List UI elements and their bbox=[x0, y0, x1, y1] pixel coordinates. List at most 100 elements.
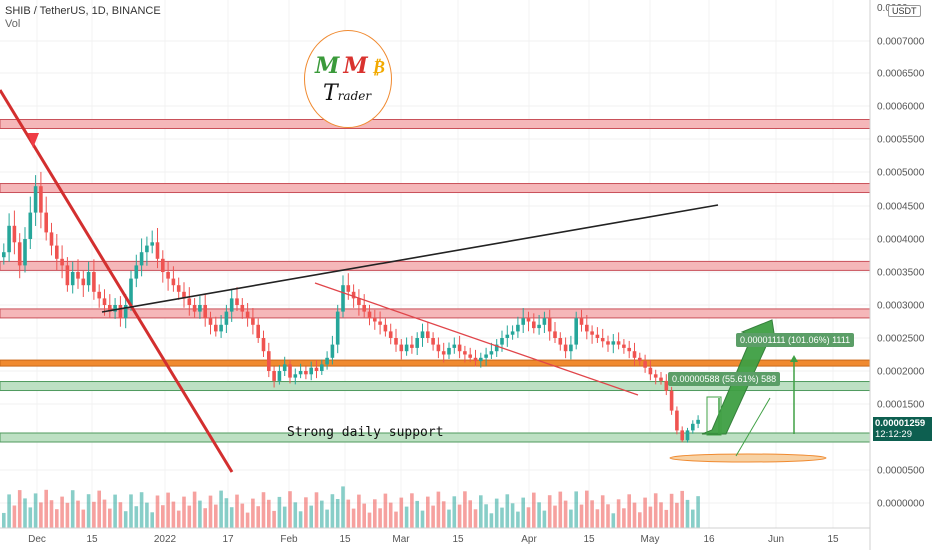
red-downtrend-line bbox=[0, 89, 234, 473]
volume-bar bbox=[102, 499, 107, 528]
volume-bar bbox=[176, 510, 181, 528]
volume-bar bbox=[293, 502, 298, 528]
candle-body bbox=[129, 278, 133, 305]
volume-bars bbox=[2, 486, 700, 528]
volume-bar bbox=[643, 497, 647, 528]
candle-body bbox=[150, 242, 154, 246]
candle-body bbox=[288, 364, 292, 378]
volume-bar bbox=[494, 498, 499, 528]
time-tick-label: 15 bbox=[452, 534, 464, 545]
candle-body bbox=[17, 242, 22, 266]
volume-indicator-label[interactable]: Vol bbox=[5, 18, 21, 30]
currency-badge[interactable]: USDT bbox=[888, 5, 921, 17]
thin-arrow bbox=[735, 397, 771, 457]
volume-bar bbox=[282, 506, 287, 528]
volume-bar bbox=[60, 496, 64, 528]
time-axis[interactable]: Dec 15 2022 17 Feb 15 Mar 15 Apr 15 May 16 Jun 15 bbox=[0, 527, 870, 545]
bar-countdown: 12:12:29 bbox=[875, 429, 912, 440]
volume-bar bbox=[399, 497, 404, 528]
candle-body bbox=[346, 285, 351, 292]
candle-body bbox=[463, 351, 467, 355]
logo-t: T bbox=[323, 81, 338, 106]
price-tick-label: 0.0004500 bbox=[877, 202, 925, 213]
bitcoin-icon: ₿ bbox=[371, 57, 385, 78]
candle-body bbox=[685, 430, 690, 441]
last-price-tag[interactable]: 0.00001259 12:12:29 bbox=[873, 417, 932, 441]
volume-bar bbox=[574, 491, 578, 528]
volume-bar bbox=[76, 500, 80, 528]
volume-bar bbox=[272, 510, 276, 528]
volume-bar bbox=[542, 510, 547, 528]
volume-bar bbox=[256, 506, 260, 528]
candle-body bbox=[532, 321, 536, 329]
volume-bar bbox=[129, 494, 133, 528]
volume-bar bbox=[44, 489, 48, 528]
volume-bar bbox=[521, 497, 525, 528]
candle-body bbox=[304, 371, 308, 375]
volume-bar bbox=[325, 509, 329, 528]
horizontal-zones bbox=[0, 119, 871, 443]
candle-body bbox=[23, 239, 27, 266]
volume-bar bbox=[547, 495, 552, 528]
volume-bar bbox=[81, 509, 86, 528]
volume-bar bbox=[357, 494, 361, 528]
candle-body bbox=[39, 186, 43, 213]
volume-bar bbox=[622, 508, 626, 528]
candle-body bbox=[383, 324, 388, 332]
volume-bar bbox=[219, 490, 223, 528]
candle-body bbox=[123, 305, 128, 319]
volume-bar bbox=[579, 504, 584, 528]
volume-bar bbox=[208, 495, 213, 528]
candle-body bbox=[691, 423, 695, 431]
volume-bar bbox=[203, 508, 207, 528]
candle-body bbox=[166, 272, 170, 279]
volume-bar bbox=[251, 498, 255, 528]
candle-body bbox=[606, 341, 610, 345]
candle-body bbox=[70, 272, 75, 286]
candle-body bbox=[282, 364, 287, 371]
volume-bar bbox=[479, 495, 483, 528]
candle-body bbox=[97, 291, 101, 299]
volume-bar bbox=[288, 491, 292, 528]
candle-body bbox=[410, 344, 414, 348]
candle-body bbox=[155, 242, 160, 259]
volume-bar bbox=[627, 494, 631, 528]
candle-body bbox=[378, 321, 382, 325]
candle-body bbox=[622, 344, 626, 348]
candle-body bbox=[33, 186, 38, 213]
measure-arrowhead-2 bbox=[790, 355, 798, 362]
target-ellipse bbox=[669, 453, 827, 463]
volume-bar bbox=[569, 509, 573, 528]
volume-bar bbox=[611, 513, 616, 528]
candle-body bbox=[436, 344, 441, 352]
volume-bar bbox=[648, 506, 653, 528]
candle-body bbox=[277, 371, 282, 381]
price-tick-label: 0.0005500 bbox=[877, 135, 925, 146]
candle-body bbox=[192, 305, 197, 312]
volume-bar bbox=[457, 504, 462, 528]
candle-body bbox=[632, 351, 637, 358]
candle-body bbox=[659, 377, 663, 381]
price-axis[interactable]: 0.00000000.00005000.00010000.00015000.00… bbox=[869, 0, 925, 550]
candle-body bbox=[341, 285, 345, 312]
candle-body bbox=[251, 318, 255, 325]
candle-body bbox=[563, 344, 568, 352]
candle-body bbox=[537, 324, 541, 329]
candle-body bbox=[65, 265, 70, 286]
volume-bar bbox=[632, 502, 637, 528]
last-price-value: 0.00001259 bbox=[875, 418, 926, 429]
time-tick-label: 15 bbox=[86, 534, 98, 545]
candle-body bbox=[224, 311, 229, 325]
time-tick-label: 17 bbox=[222, 534, 234, 545]
price-tick-label: 0.0004000 bbox=[877, 235, 925, 246]
measure-label-2: 0.00001111 (101.06%) 1111 bbox=[736, 333, 855, 347]
volume-bar bbox=[516, 511, 520, 528]
candle-body bbox=[484, 354, 488, 358]
volume-bar bbox=[388, 502, 393, 528]
candle-body bbox=[479, 357, 483, 362]
candle-body bbox=[590, 331, 594, 335]
volume-bar bbox=[526, 507, 531, 528]
volume-bar bbox=[240, 503, 245, 528]
volume-bar bbox=[595, 509, 600, 528]
